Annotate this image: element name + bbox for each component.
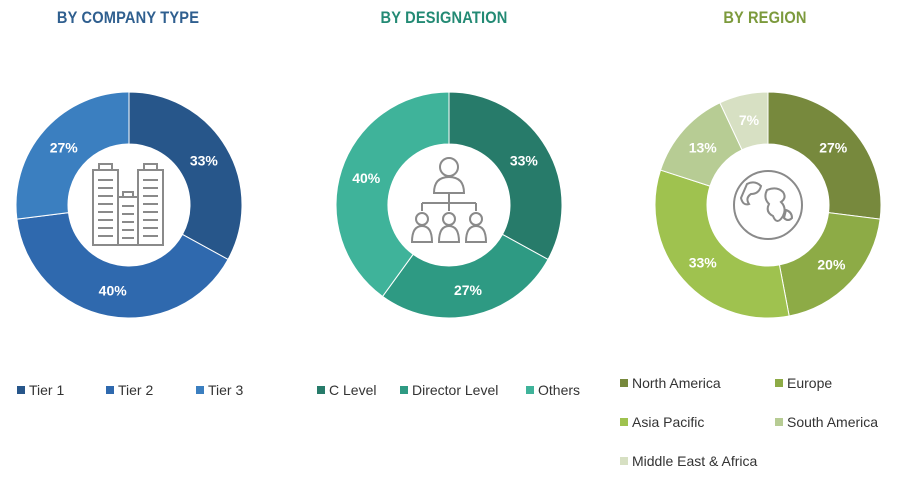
legend-item-c-level: C Level [317, 382, 376, 398]
donut-chart-company-type: 33% 40% 27% [15, 91, 243, 319]
legend-label: Asia Pacific [632, 414, 705, 430]
data-label: 13% [689, 139, 718, 155]
legend-item-tier-2: Tier 2 [106, 382, 153, 398]
donut-chart-region: 27% 20% 33% 13% 7% [654, 91, 882, 319]
legend-label: Middle East & Africa [632, 453, 758, 469]
legend-label: Others [538, 382, 581, 398]
legend-swatch [620, 457, 628, 465]
legend-item-tier-1: Tier 1 [17, 382, 64, 398]
legend-item-others: Others [526, 382, 580, 398]
legend-label: North America [632, 375, 721, 391]
donut-slice-tier-1 [128, 91, 243, 261]
data-label: 40% [99, 282, 128, 298]
data-label: 33% [689, 255, 718, 271]
legend-label: Tier 1 [29, 382, 65, 398]
donut-slice-middle-east-africa [719, 91, 769, 151]
data-label: 40% [352, 170, 381, 186]
legend-swatch [17, 386, 25, 394]
legend-swatch [317, 386, 325, 394]
legend-label: Director Level [412, 382, 499, 398]
chart-title-designation: BY DESIGNATION [380, 8, 508, 27]
globe-icon [733, 170, 803, 240]
legend-label: Europe [787, 375, 833, 391]
data-label: 20% [817, 257, 846, 273]
legend-swatch [106, 386, 114, 394]
donut-slice-asia-pacific [654, 169, 790, 319]
donut-slice-europe [778, 212, 881, 317]
legend-swatch [400, 386, 408, 394]
donut-slice-c-level [448, 91, 563, 261]
chart-title-region: BY REGION [723, 8, 807, 27]
donut-slice-tier-3 [15, 91, 130, 220]
legend-item-director-level: Director Level [400, 382, 498, 398]
legend-label: C Level [329, 382, 377, 398]
buildings-icon [92, 163, 164, 246]
legend-swatch [775, 418, 783, 426]
data-label: 33% [190, 153, 219, 169]
legend-item-south-america: South America [775, 414, 878, 430]
legend-label: Tier 3 [208, 382, 244, 398]
legend-item-north-america: North America [620, 375, 721, 391]
legend-swatch [620, 379, 628, 387]
donut-slice-north-america [767, 91, 882, 220]
chart-title-company-type: BY COMPANY TYPE [56, 8, 200, 27]
donut-chart-designation: 33% 27% 40% [335, 91, 563, 319]
legend-item-tier-3: Tier 3 [196, 382, 243, 398]
legend-swatch [526, 386, 534, 394]
data-label: 27% [819, 139, 848, 155]
data-label: 7% [739, 112, 760, 128]
legend-item-middle-east-africa: Middle East & Africa [620, 453, 757, 469]
donut-slice-others [335, 91, 450, 298]
data-label: 33% [510, 153, 539, 169]
org-hierarchy-icon [410, 157, 488, 243]
legend-item-asia-pacific: Asia Pacific [620, 414, 704, 430]
legend-label: Tier 2 [118, 382, 154, 398]
legend-item-europe: Europe [775, 375, 832, 391]
data-label: 27% [50, 139, 79, 155]
data-label: 27% [454, 282, 483, 298]
legend-swatch [775, 379, 783, 387]
donut-slice-tier-2 [16, 212, 229, 319]
donut-slice-director-level [381, 233, 549, 319]
legend-swatch [620, 418, 628, 426]
legend-swatch [196, 386, 204, 394]
legend-label: South America [787, 414, 879, 430]
